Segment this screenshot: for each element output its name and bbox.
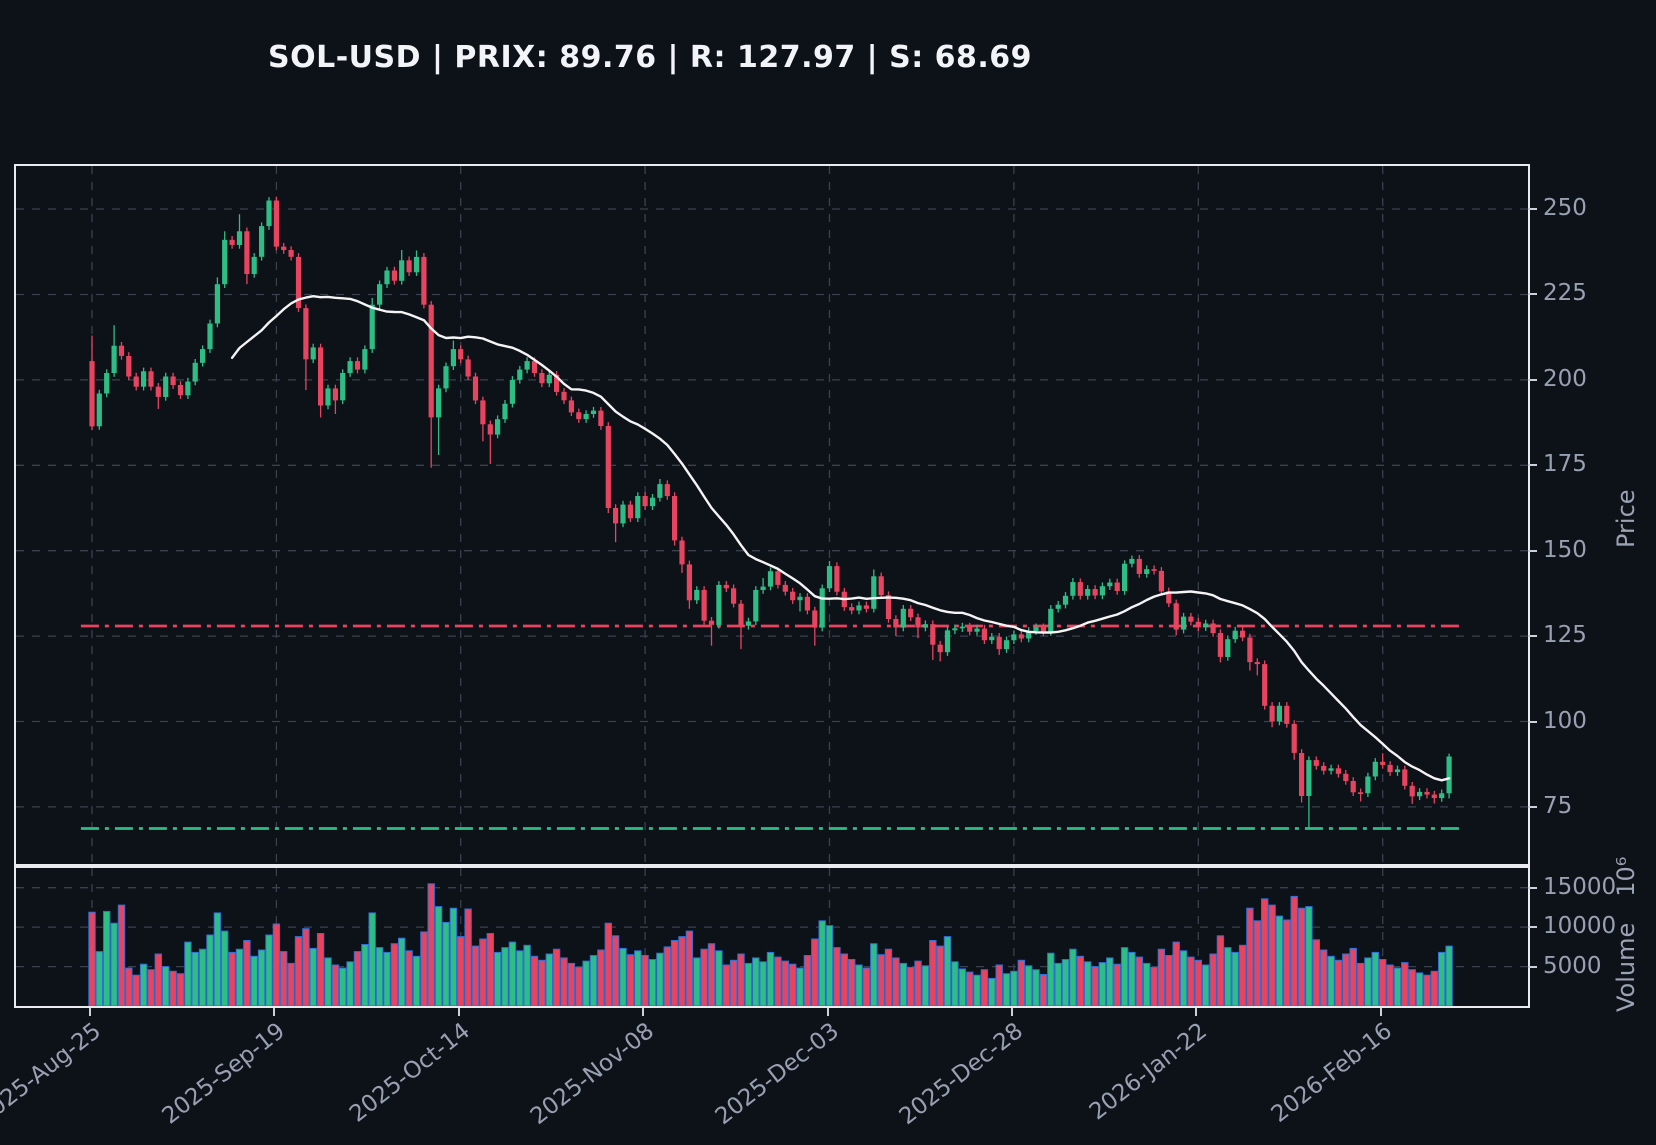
date-axis-tick-label: 2025-Nov-08 (525, 1018, 660, 1131)
date-axis-tickmark (1195, 1008, 1198, 1016)
date-axis-tick-label: 2025-Dec-28 (894, 1018, 1028, 1131)
price-axis-tickmark (1528, 720, 1537, 723)
date-axis-tickmark (1379, 1008, 1382, 1016)
price-axis-tickmark (1528, 208, 1537, 211)
volume-axis-tickmark (1528, 886, 1537, 889)
price-chart-canvas (16, 166, 1528, 864)
date-axis-tickmark (457, 1008, 460, 1016)
date-axis-tick-label: 2025-Dec-03 (710, 1018, 844, 1131)
price-axis-label: Price (1612, 489, 1640, 548)
price-axis-tickmark (1528, 549, 1537, 552)
price-axis-tick-label: 125 (1543, 622, 1587, 649)
price-axis-tick-label: 150 (1543, 536, 1587, 563)
date-axis-tick-label: 2025-Aug-25 (0, 1018, 106, 1131)
price-axis-tick-label: 75 (1543, 792, 1573, 819)
price-axis-tick-label: 250 (1543, 195, 1587, 222)
price-axis-tick-label: 100 (1543, 707, 1587, 734)
date-axis-tickmark (88, 1008, 91, 1016)
price-axis-tickmark (1528, 805, 1537, 808)
chart-title: SOL-USD | PRIX: 89.76 | R: 127.97 | S: 6… (267, 40, 1033, 75)
date-axis-tick-label: 2026-Jan-22 (1085, 1018, 1213, 1126)
volume-axis-tick-label: 10000 (1543, 913, 1617, 940)
price-panel (14, 164, 1530, 866)
price-axis-tick-label: 200 (1543, 365, 1587, 392)
date-axis-tick-label: 2026-Feb-16 (1266, 1018, 1397, 1128)
volume-panel (14, 866, 1530, 1008)
volume-axis-tickmark (1528, 926, 1537, 929)
date-axis-tickmark (826, 1008, 829, 1016)
price-axis-tickmark (1528, 378, 1537, 381)
date-axis-tickmark (273, 1008, 276, 1016)
price-axis-tickmark (1528, 293, 1537, 296)
date-axis-tick-label: 2025-Sep-19 (157, 1018, 291, 1130)
volume-axis-tickmark (1528, 965, 1537, 968)
volume-axis-tick-label: 5000 (1543, 952, 1602, 979)
volume-axis-label: Volume10⁶ (1612, 856, 1640, 1012)
date-axis-tickmark (642, 1008, 645, 1016)
date-axis-tick-label: 2025-Oct-14 (344, 1018, 475, 1128)
price-axis-tickmark (1528, 464, 1537, 467)
volume-axis-tick-label: 15000 (1543, 873, 1617, 900)
price-axis-tick-label: 225 (1543, 280, 1587, 307)
date-axis-tickmark (1010, 1008, 1013, 1016)
volume-chart-canvas (16, 868, 1528, 1006)
price-axis-tickmark (1528, 635, 1537, 638)
price-axis-tick-label: 175 (1543, 451, 1587, 478)
